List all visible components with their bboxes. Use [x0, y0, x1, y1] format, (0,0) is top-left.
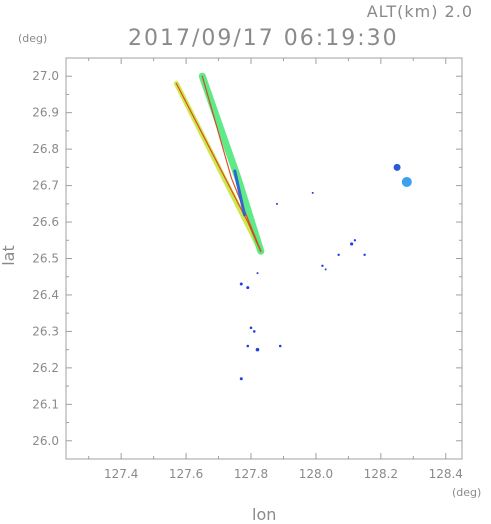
echo-point — [324, 268, 327, 271]
beam-trace — [175, 82, 262, 252]
echo-point — [239, 377, 243, 381]
y-tick-label: 26.7 — [32, 179, 59, 193]
echo-point — [353, 239, 357, 242]
beam-trace — [233, 169, 246, 217]
y-tick-label: 26.0 — [32, 434, 59, 448]
y-tick-label: 26.4 — [32, 288, 59, 302]
x-tick-label: 127.6 — [169, 467, 203, 481]
echo-layer — [239, 163, 412, 381]
y-tick-label: 26.6 — [32, 215, 59, 229]
echo-point — [255, 347, 260, 352]
echo-point — [337, 253, 340, 257]
y-tick-label: 26.2 — [32, 361, 59, 375]
y-tick-label: 26.5 — [32, 252, 59, 266]
x-tick-label: 127.8 — [234, 467, 268, 481]
x-axis-unit: (deg) — [452, 486, 482, 499]
x-tick-label: 128.2 — [364, 467, 398, 481]
altitude-label: ALT(km) 2.0 — [366, 2, 473, 21]
y-axis-unit: (deg) — [18, 32, 48, 45]
x-tick-label: 128.0 — [299, 467, 333, 481]
echo-point — [275, 202, 278, 205]
echo-point — [239, 282, 243, 286]
x-tick-label: 128.4 — [429, 467, 463, 481]
echo-point — [321, 264, 324, 267]
echo-point — [311, 191, 314, 194]
y-tick-label: 26.3 — [32, 324, 59, 338]
echo-point — [363, 253, 366, 257]
y-tick-label: 27.0 — [32, 69, 59, 83]
plot-frame — [65, 57, 463, 460]
y-tick-label: 26.8 — [32, 142, 59, 156]
echo-point — [256, 272, 259, 275]
echo-point — [246, 344, 250, 348]
beam-layer — [173, 72, 265, 255]
y-axis: 26.0 26.1 26.2 26.3 26.4 26.5 26.6 26.7 26.8 26.9… — [32, 69, 462, 448]
echo-point — [401, 176, 412, 187]
x-tick-label: 127.4 — [104, 467, 138, 481]
echo-point — [393, 163, 401, 171]
echo-point — [278, 344, 282, 348]
beam-trace — [201, 75, 262, 252]
chart-title: 2017/09/17 06:19:30 — [128, 26, 399, 51]
x-axis-title: lon — [252, 505, 277, 524]
echo-point — [249, 326, 253, 330]
echo-point — [246, 286, 250, 290]
y-tick-label: 26.1 — [32, 397, 59, 411]
y-tick-label: 26.9 — [32, 106, 59, 120]
echo-point — [350, 242, 354, 246]
beam-trace — [198, 72, 265, 255]
echo-point — [252, 330, 256, 333]
x-axis: 127.4 127.6 127.8 128.0 128.2 128.4 — [88, 58, 463, 481]
